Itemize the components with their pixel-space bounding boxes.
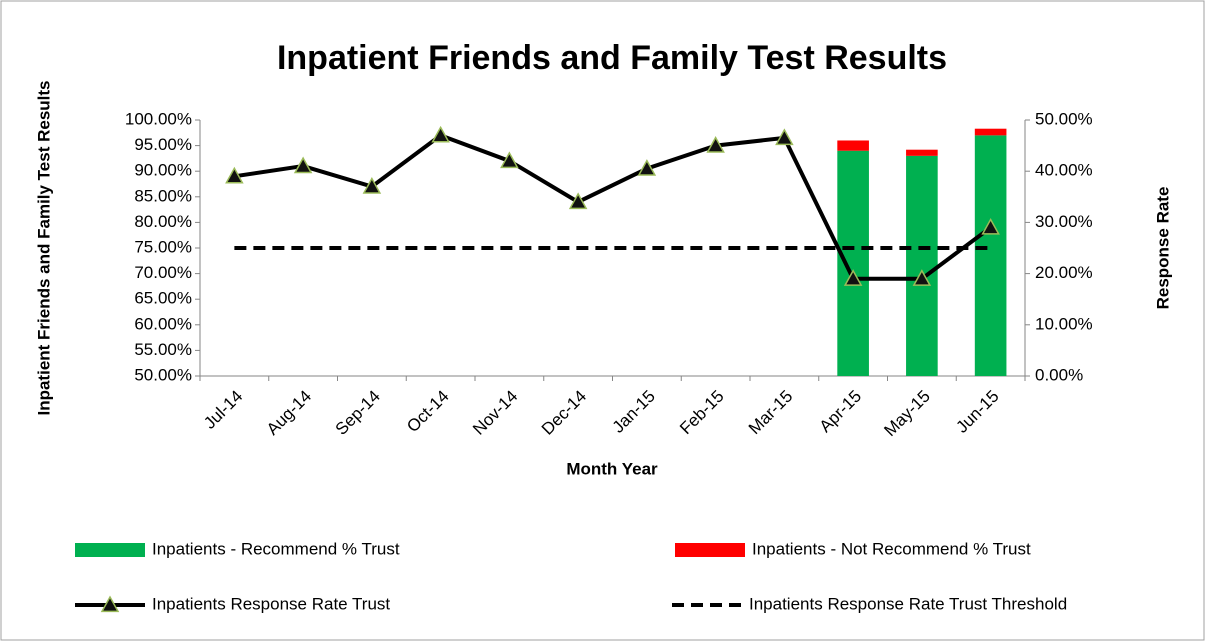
y2-tick-label: 30.00%: [1035, 212, 1093, 231]
legend-label: Inpatients Response Rate Trust: [152, 594, 390, 613]
marker: [706, 136, 725, 153]
y2-axis-title: Response Rate: [1153, 187, 1172, 310]
y2-tick-label: 20.00%: [1035, 263, 1093, 282]
marker: [431, 125, 450, 143]
marker: [912, 269, 932, 286]
y-tick-label: 100.00%: [125, 109, 192, 128]
marker: [568, 192, 588, 210]
bar: [837, 140, 869, 151]
y2-tick-label: 40.00%: [1035, 161, 1093, 180]
legend-swatch: [75, 543, 145, 557]
y-tick-label: 95.00%: [134, 135, 192, 154]
y-tick-label: 80.00%: [134, 212, 192, 231]
y2-tick-label: 0.00%: [1035, 365, 1083, 384]
y2-tick-label: 50.00%: [1035, 109, 1093, 128]
line: [234, 133, 992, 281]
marker: [775, 128, 794, 146]
y-tick-label: 70.00%: [134, 263, 192, 282]
legend-label: Inpatients - Recommend % Trust: [152, 539, 400, 558]
x-axis-title: Month Year: [566, 459, 658, 478]
y-axis-title: Inpatient Friends and Family Test Result…: [34, 80, 53, 415]
y-tick-label: 60.00%: [134, 314, 192, 333]
marker: [293, 156, 313, 174]
legend-label: Inpatients Response Rate Trust Threshold: [749, 594, 1067, 613]
marker: [981, 217, 1000, 235]
legend-label: Inpatients - Not Recommend % Trust: [752, 539, 1031, 558]
y-tick-label: 65.00%: [134, 289, 192, 308]
legend-swatch: [675, 543, 745, 557]
marker: [500, 151, 519, 169]
marker: [362, 177, 382, 194]
bar: [906, 149, 938, 156]
bar: [837, 150, 869, 376]
marker: [637, 159, 657, 176]
legend-marker: [100, 595, 120, 613]
chart-title: Inpatient Friends and Family Test Result…: [277, 39, 947, 77]
y-tick-label: 75.00%: [134, 237, 192, 256]
y2-tick-label: 10.00%: [1035, 314, 1093, 333]
y-tick-label: 90.00%: [134, 161, 192, 180]
y-tick-label: 85.00%: [134, 186, 192, 205]
bar: [906, 155, 938, 376]
marker: [225, 166, 244, 184]
bar: [974, 128, 1007, 136]
y-tick-label: 50.00%: [134, 365, 192, 384]
y-tick-label: 55.00%: [134, 340, 192, 359]
bar: [974, 135, 1007, 376]
marker: [843, 269, 863, 286]
